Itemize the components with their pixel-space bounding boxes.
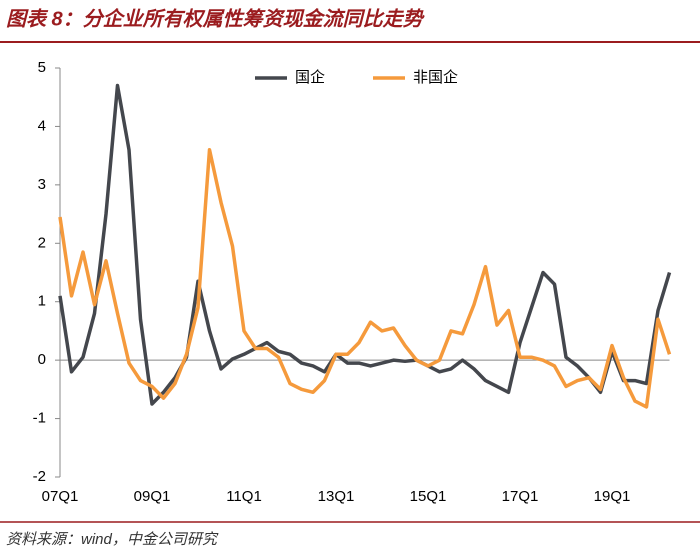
y-tick-label: 3 bbox=[38, 176, 46, 193]
y-tick-label: 4 bbox=[38, 117, 46, 134]
y-tick-label: 5 bbox=[38, 59, 46, 76]
x-tick-label: 17Q1 bbox=[502, 488, 539, 505]
x-tick-label: 13Q1 bbox=[318, 488, 355, 505]
y-tick-label: -1 bbox=[33, 410, 46, 427]
x-tick-label: 09Q1 bbox=[134, 488, 171, 505]
source: 资料来源：wind，中金公司研究 bbox=[6, 531, 219, 548]
y-tick-label: 1 bbox=[38, 293, 46, 310]
legend-label: 国企 bbox=[295, 68, 325, 86]
y-tick-label: 0 bbox=[38, 351, 46, 368]
series-line bbox=[58, 148, 672, 409]
x-tick-label: 15Q1 bbox=[410, 488, 447, 505]
y-tick-label: -2 bbox=[33, 468, 46, 485]
x-tick-label: 07Q1 bbox=[42, 488, 79, 505]
legend-label: 非国企 bbox=[413, 68, 458, 86]
x-tick-label: 11Q1 bbox=[226, 488, 262, 505]
chart-title: 图表 8：分企业所有权属性筹资现金流同比走势 bbox=[6, 7, 426, 30]
y-tick-label: 2 bbox=[38, 234, 46, 251]
series-line bbox=[58, 83, 672, 406]
x-tick-label: 19Q1 bbox=[594, 488, 631, 505]
